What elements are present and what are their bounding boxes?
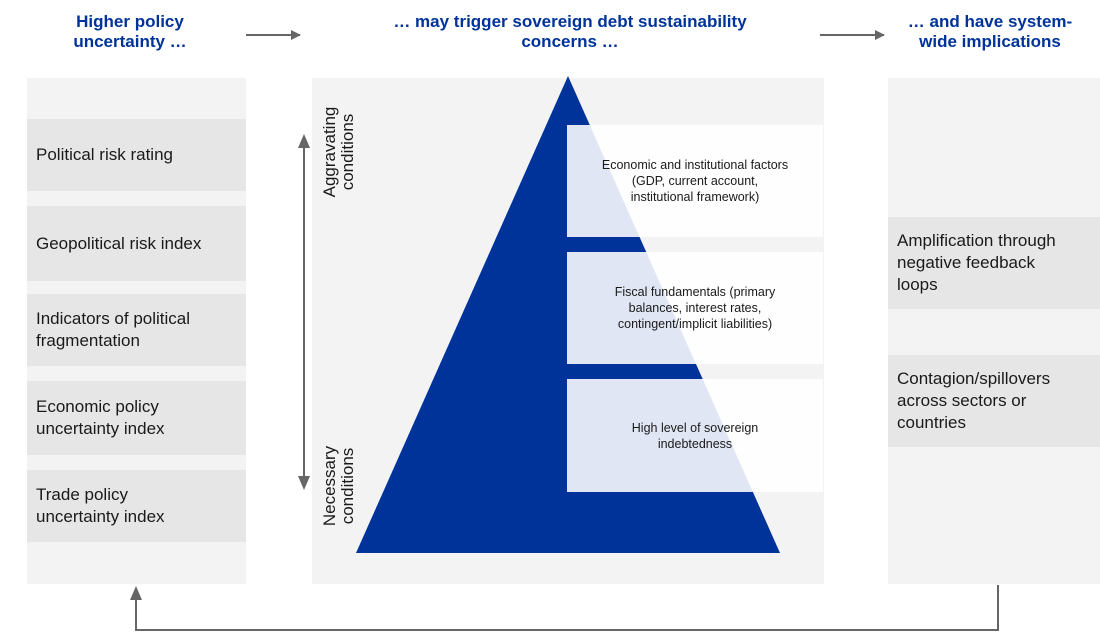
indicator-political-fragmentation: Indicators of political fragmentation xyxy=(27,294,246,366)
indicator-trade-policy-uncertainty: Trade policy uncertainty index xyxy=(27,470,246,542)
indicator-economic-policy-uncertainty: Economic policy uncertainty index xyxy=(27,381,246,455)
layer-economic-institutional: Economic and institutional factors (GDP,… xyxy=(567,125,823,237)
implication-contagion: Contagion/spillovers across sectors or c… xyxy=(888,355,1100,447)
double-arrow-bottom-head xyxy=(298,476,310,490)
double-arrow-top-head xyxy=(298,134,310,148)
necessary-conditions-label: Necessary conditions xyxy=(320,445,357,527)
aggravating-conditions-label: Aggravating conditions xyxy=(320,106,357,198)
indicator-geopolitical-risk: Geopolitical risk index xyxy=(27,206,246,281)
layer-fiscal-fundamentals: Fiscal fundamentals (primary balances, i… xyxy=(567,252,823,364)
header-debt-sustainability: … may trigger sovereign debt sustainabil… xyxy=(393,12,747,51)
feedback-loop-arrow xyxy=(135,585,999,631)
right-panel xyxy=(888,78,1100,584)
implication-amplification: Amplification through negative feedback … xyxy=(888,217,1100,309)
header-policy-uncertainty: Higher policy uncertainty … xyxy=(73,12,187,51)
feedback-loop-arrowhead xyxy=(130,586,142,600)
header-system-implications: … and have system- wide implications xyxy=(907,12,1073,51)
layer-sovereign-indebtedness: High level of sovereign indebtedness xyxy=(567,379,823,492)
indicator-political-risk: Political risk rating xyxy=(27,119,246,191)
